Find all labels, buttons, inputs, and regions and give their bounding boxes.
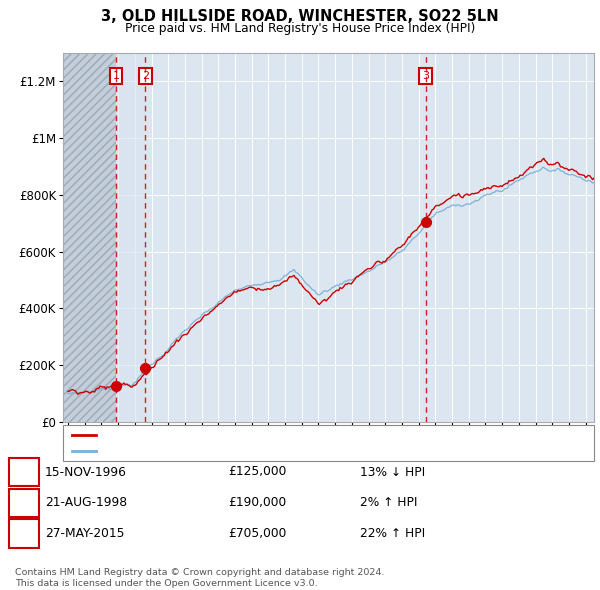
Text: HPI: Average price, detached house, Winchester: HPI: Average price, detached house, Winc… — [101, 446, 352, 456]
Text: 3, OLD HILLSIDE ROAD, WINCHESTER, SO22 5LN (detached house): 3, OLD HILLSIDE ROAD, WINCHESTER, SO22 5… — [101, 430, 448, 440]
Text: 1: 1 — [20, 466, 28, 478]
Text: 15-NOV-1996: 15-NOV-1996 — [45, 466, 127, 478]
Text: 2% ↑ HPI: 2% ↑ HPI — [360, 496, 418, 509]
Text: 3, OLD HILLSIDE ROAD, WINCHESTER, SO22 5LN: 3, OLD HILLSIDE ROAD, WINCHESTER, SO22 5… — [101, 9, 499, 24]
Bar — [116, 53, 145, 422]
Text: Price paid vs. HM Land Registry's House Price Index (HPI): Price paid vs. HM Land Registry's House … — [125, 22, 475, 35]
Text: 13% ↓ HPI: 13% ↓ HPI — [360, 466, 425, 478]
Bar — [63, 53, 116, 422]
Text: 3: 3 — [20, 527, 28, 540]
Text: 2: 2 — [20, 496, 28, 509]
Text: 21-AUG-1998: 21-AUG-1998 — [45, 496, 127, 509]
Text: £190,000: £190,000 — [228, 496, 286, 509]
Text: 3: 3 — [422, 71, 429, 81]
Text: 22% ↑ HPI: 22% ↑ HPI — [360, 527, 425, 540]
Text: Contains HM Land Registry data © Crown copyright and database right 2024.
This d: Contains HM Land Registry data © Crown c… — [15, 568, 385, 588]
Text: 1: 1 — [113, 71, 119, 81]
Text: £125,000: £125,000 — [228, 466, 286, 478]
Text: 2: 2 — [142, 71, 149, 81]
Text: £705,000: £705,000 — [228, 527, 286, 540]
Text: 27-MAY-2015: 27-MAY-2015 — [45, 527, 125, 540]
